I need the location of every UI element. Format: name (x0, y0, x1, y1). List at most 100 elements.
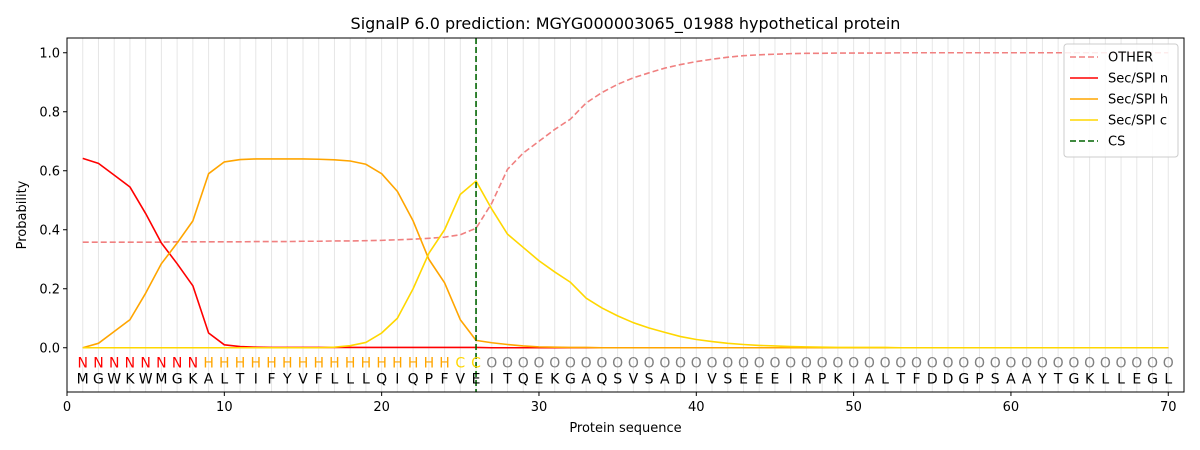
region-label: H (266, 356, 277, 372)
residue-label: V (456, 372, 466, 388)
region-label: O (880, 356, 891, 372)
x-tick-label: 50 (845, 400, 862, 415)
residue-label: R (802, 372, 812, 388)
residue-label: L (331, 372, 339, 388)
residue-label: F (913, 372, 921, 388)
region-label: O (832, 356, 843, 372)
residue-label: S (991, 372, 1000, 388)
residue-label: I (254, 372, 258, 388)
y-tick-label: 0.4 (39, 223, 60, 238)
region-label: O (817, 356, 828, 372)
region-label: C (455, 356, 465, 372)
region-label: O (1037, 356, 1048, 372)
region-label: O (1053, 356, 1064, 372)
region-label: O (565, 356, 576, 372)
residue-label: E (535, 372, 544, 388)
residue-label: Q (518, 372, 529, 388)
x-tick-label: 0 (63, 400, 71, 415)
y-axis-label: Probability (15, 180, 30, 249)
region-label: N (172, 356, 182, 372)
residue-label: P (818, 372, 826, 388)
region-label: O (533, 356, 544, 372)
x-axis: 0 10 20 30 40 50 60 70 (63, 392, 1177, 415)
residue-label: K (125, 372, 135, 388)
x-tick-label: 20 (373, 400, 390, 415)
region-label: O (644, 356, 655, 372)
y-tick-label: 0.2 (39, 282, 60, 297)
residue-label: L (881, 372, 889, 388)
region-label: O (769, 356, 780, 372)
y-tick-label: 0.6 (39, 164, 60, 179)
sequence-annotation: NMNGNWNKNWNMNGNKHAHLHTHIHFHYHVHFHLHLHLHQ… (77, 356, 1174, 388)
region-label: O (895, 356, 906, 372)
residue-label: G (1147, 372, 1158, 388)
residue-label: M (155, 372, 167, 388)
residue-label: T (1053, 372, 1063, 388)
region-label: O (1116, 356, 1127, 372)
residue-label: T (896, 372, 906, 388)
region-label: O (990, 356, 1001, 372)
region-label: H (251, 356, 262, 372)
region-label: O (659, 356, 670, 372)
legend-label: Sec/SPI c (1108, 114, 1167, 129)
residue-label: S (613, 372, 622, 388)
region-label: H (203, 356, 214, 372)
residue-label: F (315, 372, 323, 388)
region-label: N (156, 356, 166, 372)
residue-label: D (943, 372, 954, 388)
plot-frame (66, 37, 1185, 393)
region-label: O (549, 356, 560, 372)
residue-label: P (425, 372, 433, 388)
series-lines (82, 38, 1169, 392)
region-label: C (471, 356, 481, 372)
region-label: O (738, 356, 749, 372)
region-label: O (1163, 356, 1174, 372)
region-label: H (345, 356, 356, 372)
region-label: O (596, 356, 607, 372)
residue-label: I (852, 372, 856, 388)
region-label: O (486, 356, 497, 372)
region-label: O (1068, 356, 1079, 372)
residue-label: Q (408, 372, 419, 388)
residue-label: F (267, 372, 275, 388)
region-label: H (313, 356, 324, 372)
residue-label: A (1022, 372, 1032, 388)
residue-label: I (789, 372, 793, 388)
region-label: O (1147, 356, 1158, 372)
residue-label: A (204, 372, 214, 388)
residue-label: D (675, 372, 686, 388)
residue-label: A (660, 372, 670, 388)
legend-box (1063, 43, 1179, 158)
x-tick-label: 30 (531, 400, 548, 415)
region-label: H (424, 356, 435, 372)
residue-label: G (1068, 372, 1079, 388)
residue-label: S (645, 372, 654, 388)
region-label: O (1005, 356, 1016, 372)
region-label: O (942, 356, 953, 372)
region-label: O (612, 356, 623, 372)
residue-label: L (346, 372, 354, 388)
region-label: N (140, 356, 150, 372)
region-label: H (361, 356, 372, 372)
region-label: O (911, 356, 922, 372)
region-label: N (125, 356, 135, 372)
residue-label: V (629, 372, 639, 388)
region-label: O (958, 356, 969, 372)
region-label: O (722, 356, 733, 372)
residue-label: M (77, 372, 89, 388)
region-label: H (329, 356, 340, 372)
region-label: O (785, 356, 796, 372)
residue-label: G (565, 372, 576, 388)
residue-label: S (723, 372, 732, 388)
region-label: O (754, 356, 765, 372)
residue-label: T (502, 372, 512, 388)
region-label: H (235, 356, 246, 372)
y-tick-label: 0.8 (39, 105, 60, 120)
x-axis-label: Protein sequence (569, 421, 681, 436)
region-label: O (848, 356, 859, 372)
residue-label: E (739, 372, 748, 388)
residue-label: L (362, 372, 370, 388)
legend-label: CS (1108, 135, 1125, 150)
residue-label: L (1164, 372, 1172, 388)
